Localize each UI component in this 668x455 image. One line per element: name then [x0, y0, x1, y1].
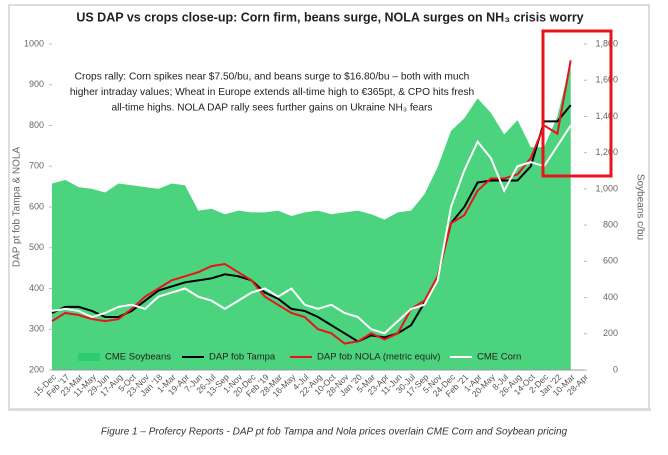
y-tick-label: 800: [29, 120, 44, 130]
y-tick-label: 700: [29, 161, 44, 171]
highlight-box: [541, 29, 613, 178]
y2-tick-label: 1,000: [595, 183, 618, 193]
y2-tick-label: 1,200: [595, 147, 618, 157]
y2-tick-label: 800: [603, 219, 618, 229]
legend-swatch: [78, 353, 100, 361]
legend-label: DAP fob Tampa: [209, 352, 276, 363]
line: [51, 60, 572, 345]
frame-shadow: [11, 408, 651, 411]
y2-tick-label: 200: [603, 328, 618, 338]
legend-label: DAP fob NOLA (metric equiv): [317, 352, 440, 363]
y-tick-label: 300: [29, 324, 44, 334]
y-tick-label: 900: [29, 79, 44, 89]
annotation: Crops rally: Corn spikes near $7.50/bu, …: [75, 72, 470, 83]
chart-title: US DAP vs crops close-up: Corn firm, bea…: [76, 10, 583, 24]
y-tick-label: 500: [29, 242, 44, 252]
y-tick-label: 400: [29, 283, 44, 293]
y2-axis-label: Soybeans c/bu: [634, 174, 645, 240]
y2-tick-label: 1,400: [595, 111, 618, 121]
y2-tick-label: 600: [603, 256, 618, 266]
y-tick-label: 200: [29, 364, 44, 374]
legend-label: CME Soybeans: [105, 352, 171, 363]
line: [51, 124, 572, 335]
annotation: all-time highs. NOLA DAP rally sees furt…: [111, 103, 432, 114]
plot-area: 200 300 400 500 600 700 800 900 1000 0 200 400 600 80…: [24, 38, 618, 399]
area: [52, 62, 571, 370]
y-axis-label: DAP pt fob Tampa & NOLA: [12, 147, 23, 268]
legend-label: CME Corn: [477, 352, 521, 363]
y2-tick-label: 1,800: [595, 38, 618, 48]
y2-tick-label: 400: [603, 292, 618, 302]
caption: Figure 1 – Profercy Reports - DAP pt fob…: [101, 427, 568, 438]
annotation: higher intraday values; Wheat in Europe …: [70, 87, 474, 98]
y-tick-label: 600: [29, 201, 44, 211]
y2-tick-label: 0: [613, 364, 618, 374]
y-tick-label: 1000: [24, 38, 44, 48]
y2-tick-label: 1,600: [595, 75, 618, 85]
